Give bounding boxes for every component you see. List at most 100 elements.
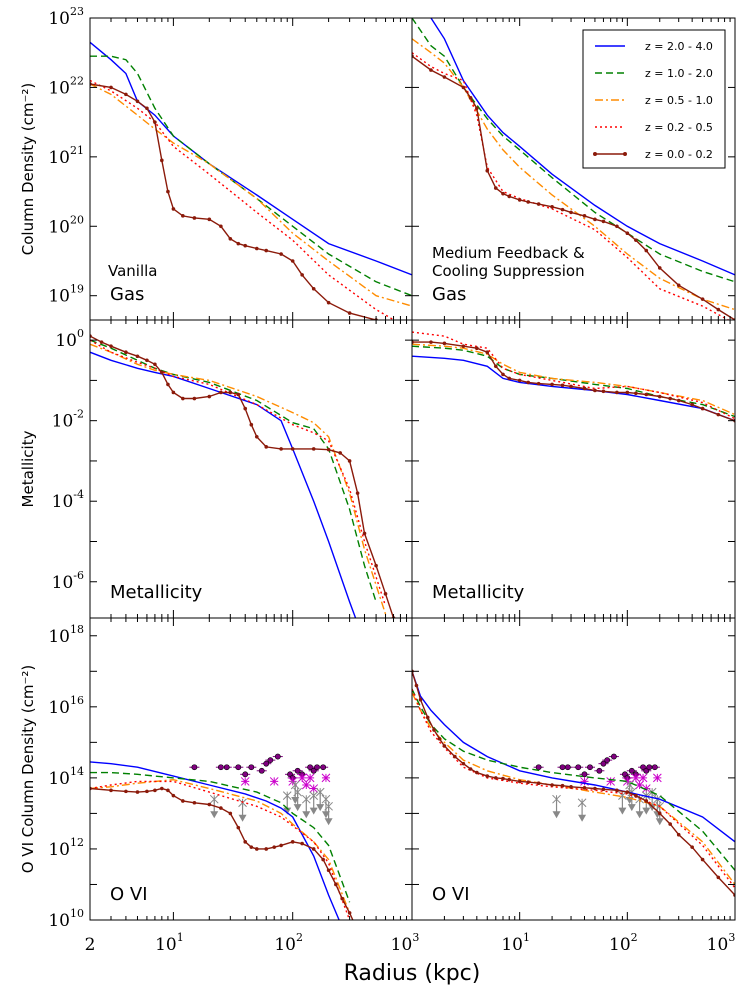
obs-detection-magenta xyxy=(288,777,298,786)
series-marker xyxy=(418,697,423,702)
obs-detection-magenta xyxy=(297,773,307,783)
series-line-0 xyxy=(90,351,357,618)
panel-3: Metallicity xyxy=(411,319,736,619)
series-marker xyxy=(493,364,498,369)
series-marker xyxy=(326,447,331,452)
obs-detection-purple xyxy=(310,767,317,774)
series-marker xyxy=(601,787,606,792)
obs-detection-purple xyxy=(628,767,635,774)
series-marker xyxy=(493,776,498,780)
series-line-2 xyxy=(412,343,735,416)
series-line-1 xyxy=(412,688,735,871)
series-marker xyxy=(160,158,164,163)
x-tick-label: 102 xyxy=(609,931,638,955)
series-marker xyxy=(461,344,466,348)
series-marker xyxy=(676,283,681,288)
series-marker xyxy=(442,744,447,748)
series-marker xyxy=(228,236,233,241)
series-marker xyxy=(569,210,573,215)
series-marker xyxy=(153,120,157,124)
panel-4: O VI xyxy=(89,617,413,933)
series-marker xyxy=(272,845,277,849)
legend-label-0: z = 2.0 - 4.0 xyxy=(645,40,713,53)
y-tick-label: 10-2 xyxy=(52,408,84,432)
series-marker xyxy=(582,786,587,790)
obs-upper-limit-head xyxy=(210,811,219,819)
series-marker xyxy=(501,191,505,196)
obs-detection-purple xyxy=(248,764,255,771)
series-marker xyxy=(437,737,442,741)
series-marker xyxy=(166,189,170,194)
series-marker xyxy=(432,728,436,732)
y-tick-label: 1010 xyxy=(48,907,84,931)
series-marker xyxy=(124,789,128,794)
legend-marker xyxy=(623,152,627,156)
obs-detection-magenta xyxy=(301,780,311,790)
obs-detection-magenta xyxy=(606,777,616,786)
obs-detection-magenta xyxy=(641,784,651,793)
series-marker xyxy=(560,783,565,788)
obs-detection-magenta xyxy=(580,777,589,786)
series-line-2 xyxy=(90,778,351,914)
obs-detection-purple xyxy=(235,764,242,771)
obs-detection-purple xyxy=(587,764,593,771)
series-line-3 xyxy=(90,339,387,607)
series-marker xyxy=(219,224,223,229)
series-marker xyxy=(582,214,587,218)
series-marker xyxy=(109,344,113,348)
series-marker xyxy=(517,378,522,383)
legend-marker xyxy=(593,152,597,156)
obs-upper-limit-head xyxy=(552,811,561,819)
obs-detection-purple xyxy=(191,764,198,771)
x-tick-label: 103 xyxy=(391,931,420,955)
series-marker xyxy=(145,789,149,794)
series-marker xyxy=(700,406,705,411)
series-marker xyxy=(501,776,505,781)
obs-upper-limit-head xyxy=(316,804,325,812)
series-marker xyxy=(582,386,587,391)
panel-title: Metallicity xyxy=(110,582,203,603)
obs-detection-magenta xyxy=(240,777,250,786)
series-line-0 xyxy=(430,18,735,276)
series-marker xyxy=(536,381,541,386)
series-marker xyxy=(356,929,360,933)
panel-2: Metallicity xyxy=(89,319,413,619)
series-marker xyxy=(550,783,554,787)
series-marker xyxy=(153,362,157,367)
series-marker xyxy=(429,68,433,72)
series-marker xyxy=(475,770,479,775)
series-marker xyxy=(526,780,530,784)
obs-upper-limit-head xyxy=(321,811,330,819)
y-tick-label: 10-4 xyxy=(52,488,84,512)
series-marker xyxy=(264,248,269,253)
series-marker xyxy=(279,447,283,451)
series-marker xyxy=(601,389,606,394)
legend: z = 2.0 - 4.0 z = 1.0 - 2.0 z = 0.5 - 1.0 z… xyxy=(582,29,726,169)
obs-detection-purple xyxy=(274,753,281,760)
y-tick-label: 1012 xyxy=(48,836,84,860)
series-marker xyxy=(536,781,541,786)
obs-detection-magenta xyxy=(309,784,319,793)
series-marker xyxy=(676,832,681,837)
legend-label-1: z = 1.0 - 2.0 xyxy=(645,67,713,80)
series-marker xyxy=(243,243,248,248)
obs-detection-magenta xyxy=(652,773,662,783)
series-marker xyxy=(326,868,331,873)
series-marker xyxy=(700,297,705,301)
obs-upper-limit-head xyxy=(238,814,247,822)
series-marker xyxy=(644,799,649,803)
obs-detection-magenta xyxy=(321,773,331,783)
y-tick-label: 100 xyxy=(55,327,84,351)
series-line-2 xyxy=(412,38,735,311)
series-marker xyxy=(560,207,565,212)
series-marker xyxy=(236,825,241,830)
series-marker xyxy=(485,168,490,173)
series-marker xyxy=(625,790,630,794)
y-tick-label: 1019 xyxy=(48,283,84,307)
series-marker xyxy=(517,779,522,784)
series-marker xyxy=(249,422,254,427)
panel-frame xyxy=(411,319,736,619)
series-marker xyxy=(536,202,541,206)
series-marker xyxy=(254,847,259,851)
series-marker xyxy=(145,358,149,363)
